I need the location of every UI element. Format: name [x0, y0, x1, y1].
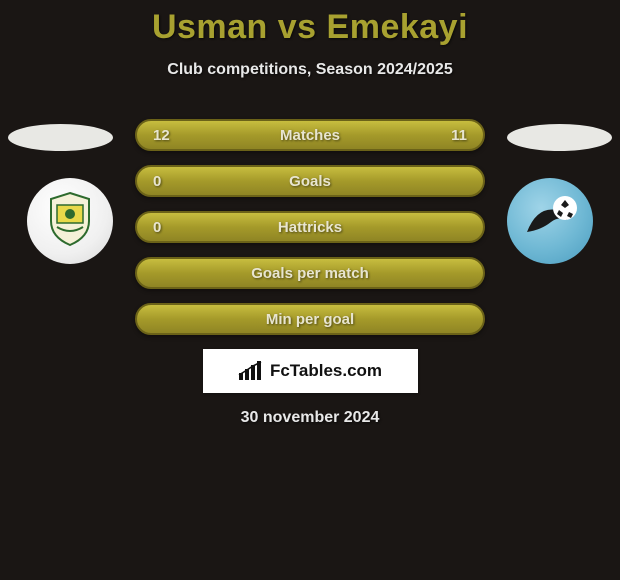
brand-label: FcTables.com [270, 361, 382, 381]
stat-row-hattricks: 0 Hattricks [135, 211, 485, 243]
stat-label: Hattricks [278, 219, 342, 236]
stat-label: Matches [280, 127, 340, 144]
date-label: 30 november 2024 [0, 409, 620, 427]
stat-left-value: 0 [153, 173, 173, 190]
bar-chart-icon [238, 361, 264, 381]
right-flag-blob [507, 124, 612, 151]
stat-label: Goals [289, 173, 331, 190]
stat-label: Goals per match [251, 265, 369, 282]
stat-row-goals: 0 Goals [135, 165, 485, 197]
left-club-badge [27, 178, 113, 264]
right-club-badge [507, 178, 593, 264]
brand-box: FcTables.com [203, 349, 418, 393]
stat-left-value: 0 [153, 219, 173, 236]
stat-left-value: 12 [153, 127, 173, 144]
stat-row-min-per-goal: Min per goal [135, 303, 485, 335]
subtitle: Club competitions, Season 2024/2025 [0, 61, 620, 79]
page-title: Usman vs Emekayi [0, 8, 620, 47]
shield-icon [47, 191, 93, 252]
stat-row-matches: 12 Matches 11 [135, 119, 485, 151]
dolphin-ball-icon [507, 176, 593, 267]
stat-label: Min per goal [266, 311, 354, 328]
stat-row-goals-per-match: Goals per match [135, 257, 485, 289]
left-flag-blob [8, 124, 113, 151]
stat-right-value: 11 [447, 127, 467, 144]
